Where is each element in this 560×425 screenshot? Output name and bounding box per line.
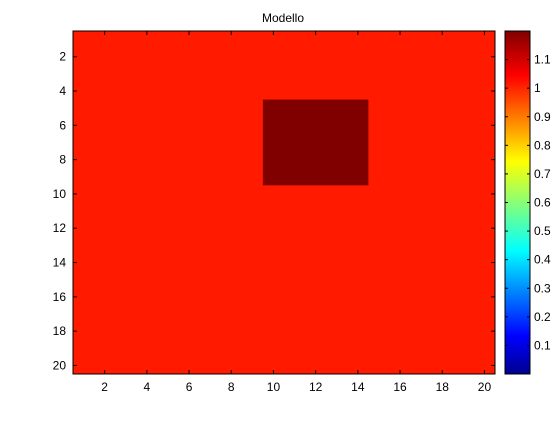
colorbar-tick-label: 0.2 xyxy=(534,310,551,324)
heatmap-block-0 xyxy=(262,99,369,186)
colorbar-tick-label: 1 xyxy=(534,81,541,95)
x-tick-label: 14 xyxy=(351,380,365,394)
colorbar-tick-label: 0.4 xyxy=(534,253,551,267)
x-tick-label: 16 xyxy=(393,380,407,394)
y-tick-label: 8 xyxy=(59,153,66,167)
y-tick-label: 20 xyxy=(53,358,67,372)
colorbar-tick-label: 0.3 xyxy=(534,281,551,295)
x-tick-label: 2 xyxy=(101,380,108,394)
heatmap-background xyxy=(73,31,495,374)
colorbar-tick-label: 0.5 xyxy=(534,224,551,238)
colorbar-ticks: 0.1 0.2 0.3 0.4 0.5 0.6 0.7 0.8 0.9 1 1.1 xyxy=(505,53,551,352)
x-tick-label: 10 xyxy=(267,380,281,394)
colorbar-tick-label: 0.1 xyxy=(534,338,551,352)
colorbar-gradient xyxy=(505,31,530,374)
x-tick-label: 4 xyxy=(144,380,151,394)
colorbar-tick-label: 0.8 xyxy=(534,138,551,152)
y-tick-label: 2 xyxy=(59,50,66,64)
y-axis-ticks: 2 4 6 8 10 12 14 16 18 20 xyxy=(53,50,495,372)
plot-area: 2 4 6 8 10 12 14 16 18 20 2 4 6 8 10 12 14 16 18 20 xyxy=(53,30,496,394)
y-tick-label: 18 xyxy=(53,324,67,338)
y-tick-label: 14 xyxy=(53,256,67,270)
heatmap-blocks xyxy=(262,99,369,186)
colorbar-tick-label: 0.7 xyxy=(534,167,551,181)
x-tick-label: 20 xyxy=(478,380,492,394)
colorbar-tick-label: 0.9 xyxy=(534,110,551,124)
y-tick-label: 12 xyxy=(53,221,67,235)
chart-title: Modello xyxy=(262,11,304,25)
y-tick-label: 10 xyxy=(53,187,67,201)
y-tick-label: 16 xyxy=(53,290,67,304)
x-tick-label: 18 xyxy=(436,380,450,394)
colorbar-tick-label: 1.1 xyxy=(534,53,551,67)
plot-frame xyxy=(72,30,496,375)
y-tick-label: 4 xyxy=(59,84,66,98)
colorbar: 0.1 0.2 0.3 0.4 0.5 0.6 0.7 0.8 0.9 1 1.1 xyxy=(504,30,551,375)
x-tick-label: 8 xyxy=(228,380,235,394)
y-tick-label: 6 xyxy=(59,118,66,132)
x-axis-ticks: 2 4 6 8 10 12 14 16 18 20 xyxy=(101,31,491,394)
colorbar-tick-label: 0.6 xyxy=(534,196,551,210)
x-tick-label: 12 xyxy=(309,380,323,394)
x-tick-label: 6 xyxy=(186,380,193,394)
